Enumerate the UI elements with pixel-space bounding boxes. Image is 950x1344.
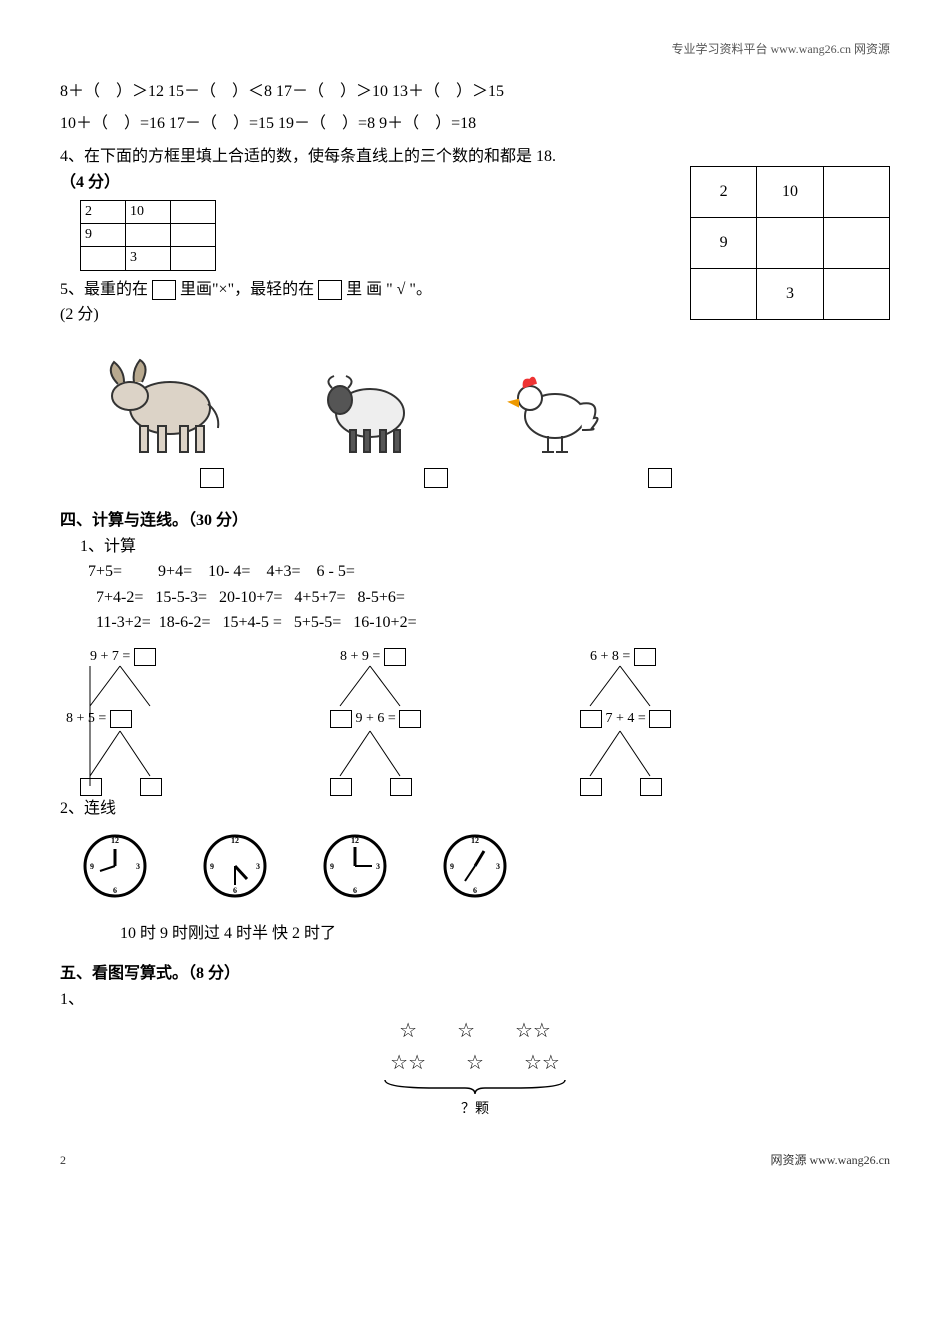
eq: 8 + 9 = <box>340 649 380 664</box>
eq: 9 + 6 = <box>356 711 396 726</box>
cell: 10 <box>757 166 823 217</box>
cell <box>171 247 216 270</box>
svg-text:6: 6 <box>353 886 357 895</box>
calc-row: 11-3+2= 18-6-2= 15+4-5 = 5+5-5= 16-10+2= <box>80 610 890 636</box>
q5-text-c: 里 画 " √ "。 <box>346 281 432 298</box>
answer-box <box>399 710 421 728</box>
q5-text-b: 里画"×"，最轻的在 <box>180 281 314 298</box>
svg-text:3: 3 <box>136 862 140 871</box>
clock-icon: 12 3 6 9 <box>320 831 390 901</box>
svg-text:9: 9 <box>210 862 214 871</box>
brace-row: ？颗 <box>60 1076 890 1121</box>
answer-box <box>140 778 162 796</box>
clock-labels: 10 时 9 时刚过 4 时半 快 2 时了 <box>120 921 890 947</box>
answer-box <box>424 468 448 488</box>
cell: 3 <box>757 268 823 319</box>
calc-row: 7+4-2= 15-5-3= 20-10+7= 4+5+7= 8-5+6= <box>80 585 890 611</box>
answer-box <box>580 778 602 796</box>
cell <box>823 217 889 268</box>
answer-box <box>384 648 406 666</box>
cell <box>126 223 171 246</box>
q3-line1: 8＋（ ）＞12 15－（ ）＜8 17－（ ）＞10 13＋（ ）＞15 <box>60 79 890 105</box>
cell: 10 <box>126 200 171 223</box>
answer-box <box>330 710 352 728</box>
answer-box <box>134 648 156 666</box>
sec5-item1: 1、 <box>60 987 890 1013</box>
q5-text-a: 5、最重的在 <box>60 281 148 298</box>
tree-2: 8 + 9 = 9 + 6 = <box>310 646 530 816</box>
cell <box>691 268 757 319</box>
cell: 3 <box>126 247 171 270</box>
eq: 7 + 4 = <box>606 711 646 726</box>
header-source: 专业学习资料平台 www.wang26.cn 网资源 <box>60 40 890 59</box>
cell <box>823 268 889 319</box>
checkbox-icon <box>318 280 342 300</box>
footer-source: 网资源 www.wang26.cn <box>770 1151 890 1170</box>
q4-big-grid: 210 9 3 <box>690 166 890 320</box>
svg-text:6: 6 <box>233 886 237 895</box>
calc-row: 7+5= 9+4= 10- 4= 4+3= 6 - 5= <box>80 559 890 585</box>
svg-text:12: 12 <box>471 836 479 845</box>
cell <box>171 223 216 246</box>
cell <box>81 247 126 270</box>
clock-icon: 12 3 6 9 <box>200 831 270 901</box>
svg-text:6: 6 <box>473 886 477 895</box>
answer-box <box>390 778 412 796</box>
clocks-row: 12 3 6 9 12 3 6 9 12 3 6 9 12 3 6 9 <box>80 831 890 901</box>
svg-text:3: 3 <box>496 862 500 871</box>
cell <box>757 217 823 268</box>
svg-text:9: 9 <box>330 862 334 871</box>
svg-text:3: 3 <box>376 862 380 871</box>
animals-row <box>100 348 890 458</box>
answer-box <box>580 710 602 728</box>
svg-text:12: 12 <box>351 836 359 845</box>
eq: 6 + 8 = <box>590 649 630 664</box>
ox-icon <box>100 348 230 458</box>
cell <box>171 200 216 223</box>
svg-text:9: 9 <box>90 862 94 871</box>
clock-icon: 12 3 6 9 <box>440 831 510 901</box>
stars-row2: ☆☆ ☆ ☆☆ <box>60 1050 890 1076</box>
cell: 2 <box>81 200 126 223</box>
svg-text:12: 12 <box>111 836 119 845</box>
cell: 9 <box>691 217 757 268</box>
answer-box <box>648 468 672 488</box>
sec4-sub1: 1、计算 <box>80 534 890 560</box>
answer-box <box>200 468 224 488</box>
tree-3: 6 + 8 = 7 + 4 = <box>560 646 780 816</box>
eq: 9 + 7 = <box>90 649 130 664</box>
answer-box <box>330 778 352 796</box>
q5-checkbox-row <box>200 468 890 488</box>
chicken-icon <box>500 358 610 458</box>
tree-1: 9 + 7 = 8 + 5 = <box>60 646 280 816</box>
number-trees: 9 + 7 = 8 + 5 = 8 + 9 = 9 + 6 = 6 + 8 = … <box>60 646 890 816</box>
svg-text:3: 3 <box>256 862 260 871</box>
eq: 8 + 5 = <box>66 711 106 726</box>
answer-box <box>80 778 102 796</box>
cell <box>823 166 889 217</box>
page-number: 2 <box>60 1151 66 1170</box>
q4-grids-wrap: 210 9 3 210 9 3 <box>60 196 890 275</box>
svg-text:9: 9 <box>450 862 454 871</box>
sheep-icon <box>310 358 420 458</box>
stars-row1: ☆ ☆ ☆☆ <box>60 1018 890 1044</box>
answer-box <box>110 710 132 728</box>
cell: 9 <box>81 223 126 246</box>
clock-icon: 12 3 6 9 <box>80 831 150 901</box>
brace-label: ？颗 <box>60 1099 890 1121</box>
answer-box <box>634 648 656 666</box>
q4-small-grid: 210 9 3 <box>80 200 216 271</box>
footer: 2 网资源 www.wang26.cn <box>60 1151 890 1170</box>
answer-box <box>640 778 662 796</box>
section5-title: 五、看图写算式。（8 分） <box>60 961 890 987</box>
section4-title: 四、计算与连线。（30 分） <box>60 508 890 534</box>
svg-text:6: 6 <box>113 886 117 895</box>
svg-text:12: 12 <box>231 836 239 845</box>
answer-box <box>649 710 671 728</box>
cell: 2 <box>691 166 757 217</box>
q3-line2: 10＋（ ）=16 17－（ ）=15 19－（ ）=8 9＋（ ）=18 <box>60 111 890 137</box>
checkbox-icon <box>152 280 176 300</box>
